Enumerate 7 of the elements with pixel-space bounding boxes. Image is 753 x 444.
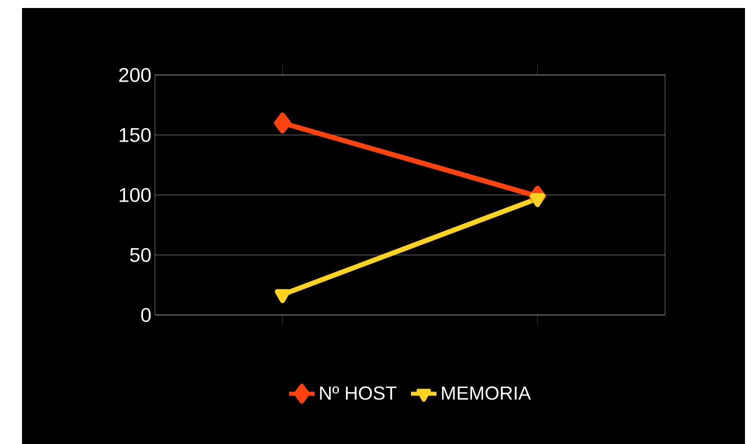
legend-label: Nº HOST <box>320 386 397 400</box>
legend-label: MEMORIA <box>442 386 531 400</box>
y-tick-label: 200 <box>119 68 151 82</box>
y-tick-label: 150 <box>120 128 151 142</box>
y-tick-label: 50 <box>130 248 151 262</box>
y-tick-label: 100 <box>120 188 151 202</box>
y-tick-label: 0 <box>141 308 151 322</box>
